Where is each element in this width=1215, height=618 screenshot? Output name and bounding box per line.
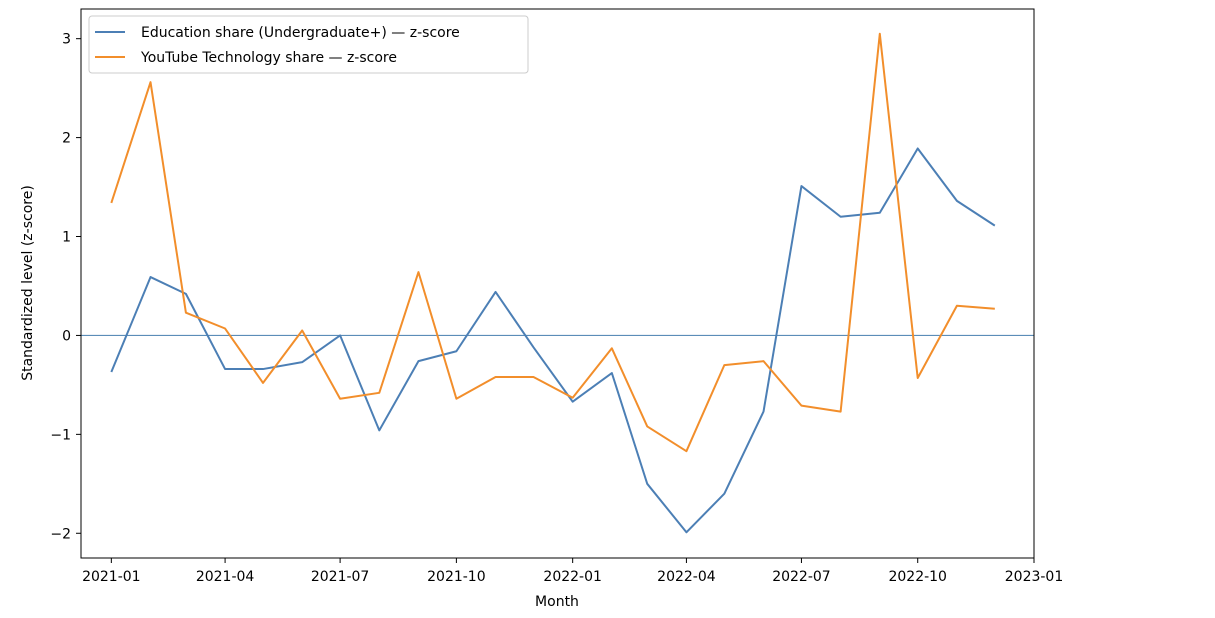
x-tick-label: 2023-01 bbox=[1005, 569, 1064, 585]
y-tick-label: 1 bbox=[62, 230, 71, 246]
x-axis-label: Month bbox=[535, 594, 579, 610]
x-tick-label: 2021-07 bbox=[311, 569, 370, 585]
legend: Education share (Undergraduate+) — z-sco… bbox=[88, 15, 529, 74]
plot-frame bbox=[80, 8, 1035, 559]
x-tick-label: 2022-01 bbox=[543, 569, 602, 585]
plot-area bbox=[81, 9, 1034, 558]
y-axis: −2 −1 0 1 2 3 bbox=[50, 32, 81, 542]
y-tick-label: −1 bbox=[50, 427, 71, 443]
x-tick-label: 2021-04 bbox=[196, 569, 255, 585]
x-axis: 2021-01 2021-04 2021-07 2021-10 2022-01 2022-… bbox=[82, 558, 1063, 585]
y-tick-label: 3 bbox=[62, 32, 71, 48]
y-tick-label: 2 bbox=[62, 131, 71, 147]
x-tick-label: 2022-07 bbox=[772, 569, 831, 585]
x-tick-label: 2021-01 bbox=[82, 569, 141, 585]
series-line-2 bbox=[110, 32, 995, 453]
legend-box bbox=[88, 15, 529, 74]
x-tick-label: 2022-04 bbox=[657, 569, 716, 585]
y-tick-label: 0 bbox=[62, 328, 71, 344]
series-line-1 bbox=[110, 147, 996, 534]
x-tick-label: 2022-10 bbox=[888, 569, 947, 585]
series-layer bbox=[110, 32, 996, 534]
x-tick-label: 2021-10 bbox=[427, 569, 486, 585]
legend-label-2: YouTube Technology share — z-score bbox=[140, 50, 397, 66]
y-tick-label: −2 bbox=[50, 526, 71, 542]
y-axis-label: Standardized level (z-score) bbox=[20, 185, 36, 381]
legend-label-1: Education share (Undergraduate+) — z-sco… bbox=[141, 25, 460, 41]
